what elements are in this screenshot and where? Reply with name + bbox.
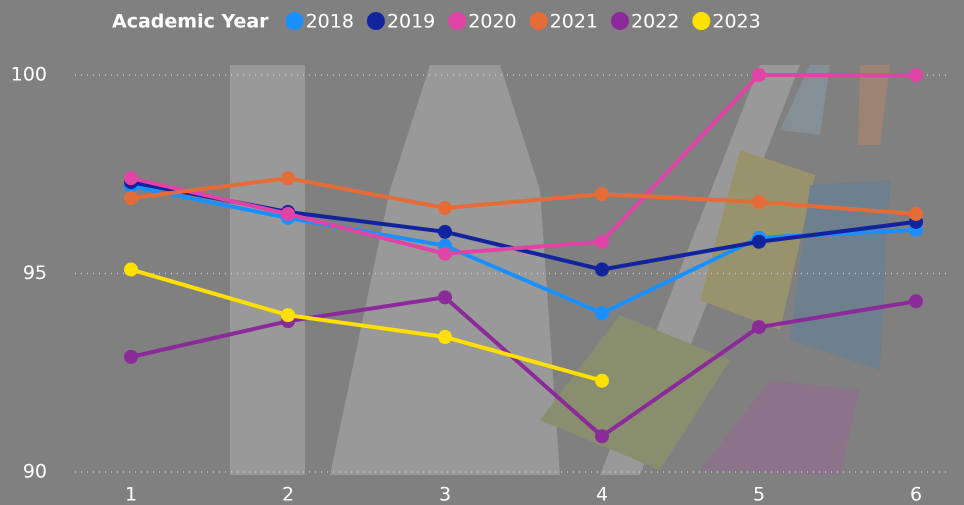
y-tick-label: 90 <box>23 461 47 483</box>
x-tick-label: 4 <box>596 484 608 505</box>
data-point <box>438 201 452 215</box>
data-point <box>124 171 138 185</box>
legend-label: 2022 <box>631 11 679 33</box>
data-point <box>595 187 609 201</box>
legend-label: 2021 <box>550 11 598 33</box>
x-tick-label: 5 <box>753 484 765 505</box>
data-point <box>281 308 295 322</box>
data-point <box>124 350 138 364</box>
data-point <box>124 191 138 205</box>
data-point <box>281 207 295 221</box>
data-point <box>909 207 923 221</box>
y-tick-label: 100 <box>11 64 47 86</box>
data-point <box>595 263 609 277</box>
data-point <box>438 247 452 261</box>
data-point <box>752 195 766 209</box>
legend-label: 2019 <box>387 11 435 33</box>
background-art <box>230 65 890 475</box>
data-point <box>281 171 295 185</box>
data-point <box>595 235 609 249</box>
x-tick-label: 3 <box>439 484 451 505</box>
data-point <box>595 429 609 443</box>
data-point <box>438 290 452 304</box>
legend-marker <box>611 12 629 30</box>
data-point <box>752 68 766 82</box>
data-point <box>752 320 766 334</box>
legend-marker <box>530 12 548 30</box>
data-point <box>909 68 923 82</box>
legend-title: Academic Year <box>112 11 269 33</box>
data-point <box>438 225 452 239</box>
legend-marker <box>448 12 466 30</box>
legend-marker <box>692 12 710 30</box>
data-point <box>909 294 923 308</box>
legend-marker <box>367 12 385 30</box>
data-point <box>124 263 138 277</box>
legend-label: 2018 <box>306 11 354 33</box>
data-point <box>595 306 609 320</box>
legend-marker <box>286 12 304 30</box>
x-tick-label: 6 <box>910 484 922 505</box>
legend-label: 2023 <box>712 11 760 33</box>
x-tick-label: 1 <box>125 484 137 505</box>
chart: Academic Year 90 95 100 1 2 3 4 5 6 2018 2019 2020 2… <box>0 0 964 505</box>
x-tick-label: 2 <box>282 484 294 505</box>
data-point <box>595 374 609 388</box>
legend-label: 2020 <box>468 11 516 33</box>
data-point <box>752 235 766 249</box>
data-point <box>438 330 452 344</box>
y-tick-label: 95 <box>23 262 47 284</box>
